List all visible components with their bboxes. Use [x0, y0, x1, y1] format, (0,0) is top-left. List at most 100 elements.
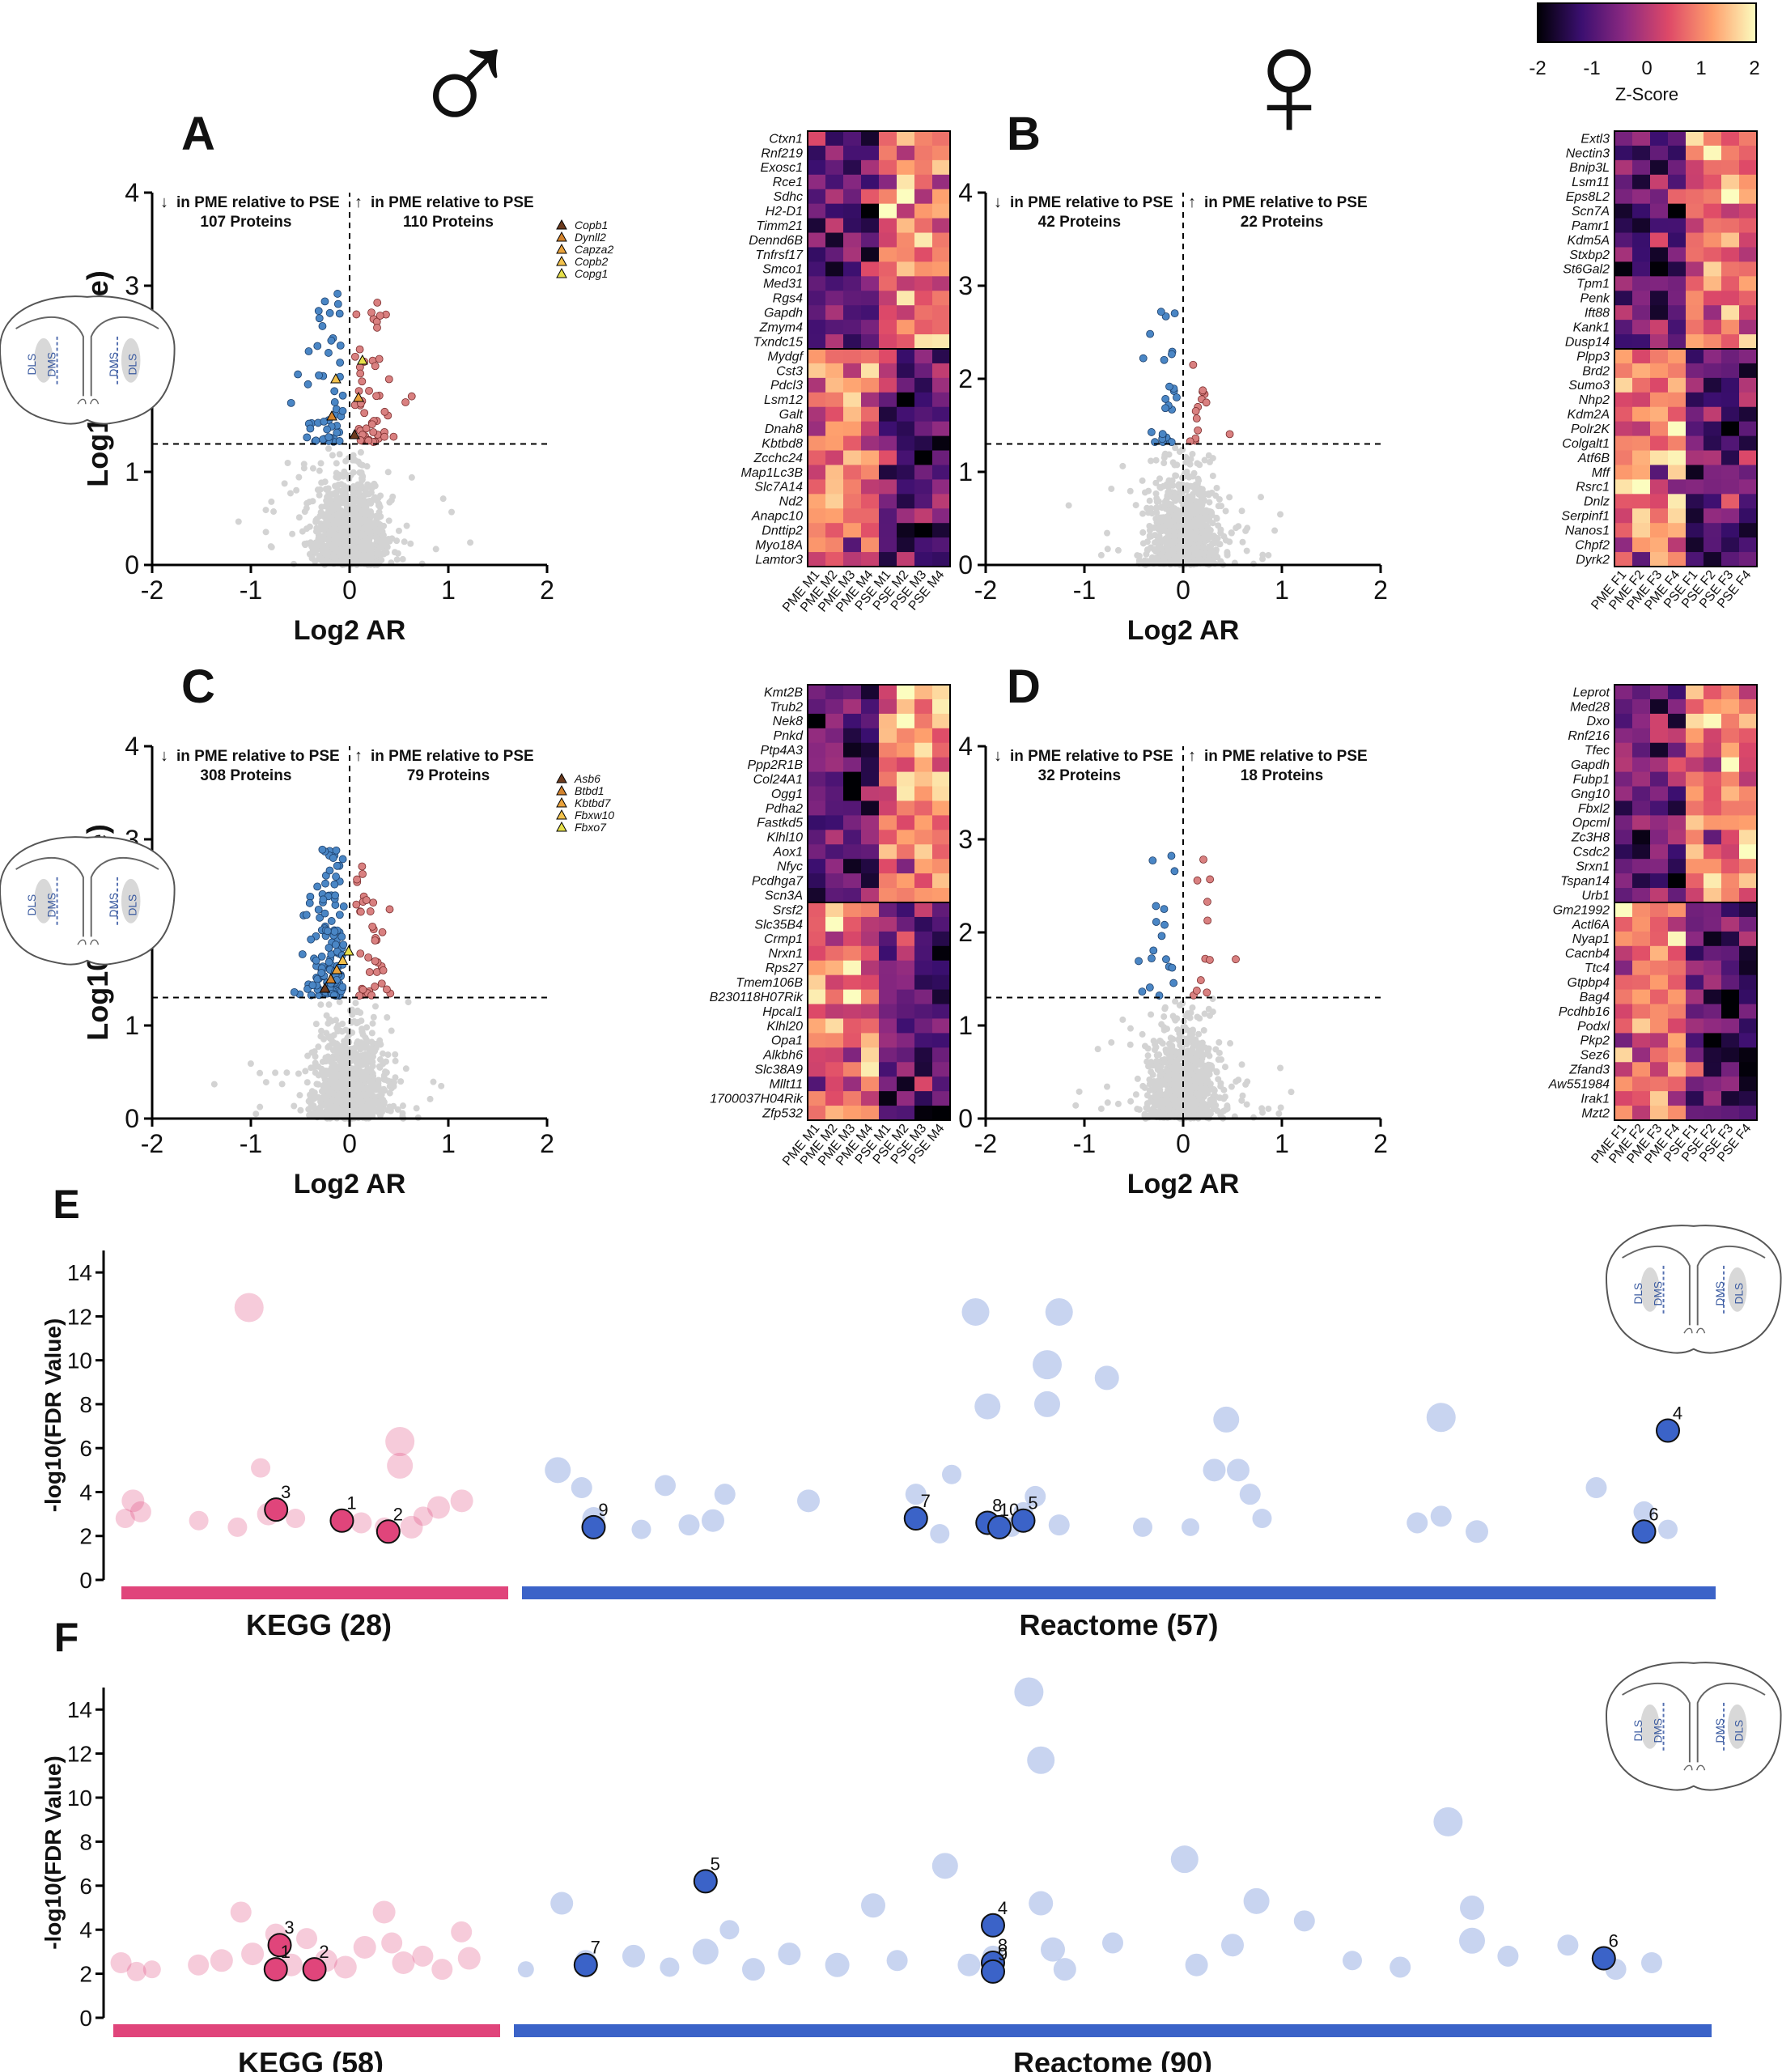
nonsig-point	[330, 525, 337, 533]
up-protein-point	[372, 392, 380, 401]
up-annotation: in PME relative to PSE	[371, 748, 534, 765]
nonsig-point	[1169, 482, 1177, 489]
heatmap-cell	[932, 232, 951, 248]
panel-letter: A	[181, 108, 215, 160]
heatmap-cell	[879, 902, 897, 918]
brain-region-label: DLS	[127, 354, 139, 376]
heatmap-cell	[1739, 508, 1758, 524]
down-count: 32 Proteins	[1038, 767, 1121, 784]
nonsig-point	[1216, 1049, 1223, 1056]
heatmap-cell	[914, 189, 933, 205]
down-protein-point	[325, 433, 333, 442]
up-protein-point	[1203, 916, 1212, 925]
heatmap-cell	[843, 537, 862, 553]
heatmap-cell	[914, 1076, 933, 1092]
heatmap-cell	[1668, 479, 1687, 495]
heatmap-cell	[897, 698, 915, 715]
nonsig-point	[1144, 1100, 1152, 1107]
nonsig-point	[384, 543, 391, 550]
up-arrow-icon: ↑	[354, 193, 363, 211]
heatmap-cell	[914, 203, 933, 219]
heatmap-cell	[825, 1106, 844, 1121]
up-protein-point	[1203, 988, 1211, 997]
heatmap-cell	[808, 859, 826, 874]
brain-region-label: DLS	[26, 894, 38, 916]
heatmap-gene-label: Ift88	[1585, 307, 1610, 321]
heatmap-cell	[1614, 261, 1633, 277]
heatmap-cell	[825, 916, 844, 932]
heatmap-cell	[1704, 377, 1722, 393]
nonsig-point	[317, 1001, 325, 1008]
nonsig-point	[313, 516, 320, 523]
heatmap-cell	[879, 508, 897, 524]
nonsig-point	[1144, 1052, 1152, 1059]
y-tick-label: 3	[958, 825, 973, 854]
heatmap-cell	[1721, 334, 1740, 350]
heatmap-cell	[861, 1091, 880, 1106]
heatmap-cell	[897, 508, 915, 524]
nonsig-point	[369, 1087, 376, 1094]
nonsig-point	[342, 1055, 350, 1062]
nonsig-point	[358, 510, 365, 517]
heatmap-gene-label: Extl3	[1580, 132, 1610, 146]
heatmap-gene-label: Scn3A	[765, 889, 803, 902]
heatmap-cell	[808, 945, 826, 962]
heatmap-cell	[843, 261, 862, 277]
down-protein-point	[294, 370, 302, 379]
heatmap-cell	[825, 815, 844, 830]
heatmap-cell	[1739, 465, 1758, 480]
heatmap-cell	[1650, 159, 1669, 176]
heatmap-cell	[879, 320, 897, 335]
nonsig-point	[397, 1078, 405, 1085]
heatmap-cell	[843, 844, 862, 860]
nonsig-point	[1175, 546, 1182, 554]
heatmap-cell	[1632, 261, 1651, 277]
heatmap-cell	[914, 232, 933, 248]
heatmap-cell	[861, 232, 880, 248]
heatmap-cell	[1650, 392, 1669, 408]
heatmap-cell	[914, 757, 933, 773]
nonsig-point	[1153, 505, 1160, 512]
nonsig-point	[1194, 556, 1201, 563]
heatmap-cell	[932, 728, 951, 744]
heatmap-cell	[825, 859, 844, 874]
heatmap-cell	[879, 189, 897, 205]
heatmap-cell	[808, 232, 826, 248]
nonsig-point	[467, 539, 474, 546]
heatmap-cell	[825, 247, 844, 262]
heatmap-gene-label: Map1Lc3B	[741, 466, 804, 480]
heatmap-3: LeprotMed28DxoRnf216TfecGapdhFubp1Gng10F…	[1548, 684, 1758, 1166]
heatmap-cell	[879, 305, 897, 321]
nonsig-point	[1186, 507, 1194, 514]
heatmap-cell	[914, 960, 933, 976]
heatmap-cell	[1721, 145, 1740, 161]
up-protein-point	[377, 979, 386, 988]
heatmap-cell	[861, 945, 880, 962]
heatmap-cell	[825, 232, 844, 248]
up-protein-point	[384, 375, 393, 384]
up-protein-point	[369, 428, 378, 436]
legend-triangle-icon	[556, 231, 567, 242]
nonsig-point	[252, 1110, 260, 1118]
heatmap-cell	[1739, 145, 1758, 161]
up-protein-point	[351, 352, 359, 361]
heatmap-cell	[914, 305, 933, 321]
nonsig-point	[1161, 1004, 1169, 1011]
heatmap-cell	[1650, 232, 1669, 248]
heatmap-cell	[861, 174, 880, 190]
heatmap-cell	[1632, 363, 1651, 379]
heatmap-cell	[932, 960, 951, 976]
x-axis-label: Log2 AR	[1127, 1169, 1240, 1199]
x-tick-label: 0	[342, 575, 357, 605]
heatmap-cell	[914, 815, 933, 830]
nonsig-point	[1152, 456, 1160, 464]
heatmap-cell	[1721, 421, 1740, 437]
heatmap-cell	[1668, 203, 1687, 219]
heatmap-cell	[808, 902, 826, 918]
down-protein-point	[325, 308, 334, 317]
down-protein-point	[330, 928, 339, 936]
heatmap-cell	[932, 713, 951, 729]
nonsig-point	[346, 523, 354, 530]
heatmap-cell	[897, 261, 915, 277]
down-protein-point	[314, 307, 323, 316]
